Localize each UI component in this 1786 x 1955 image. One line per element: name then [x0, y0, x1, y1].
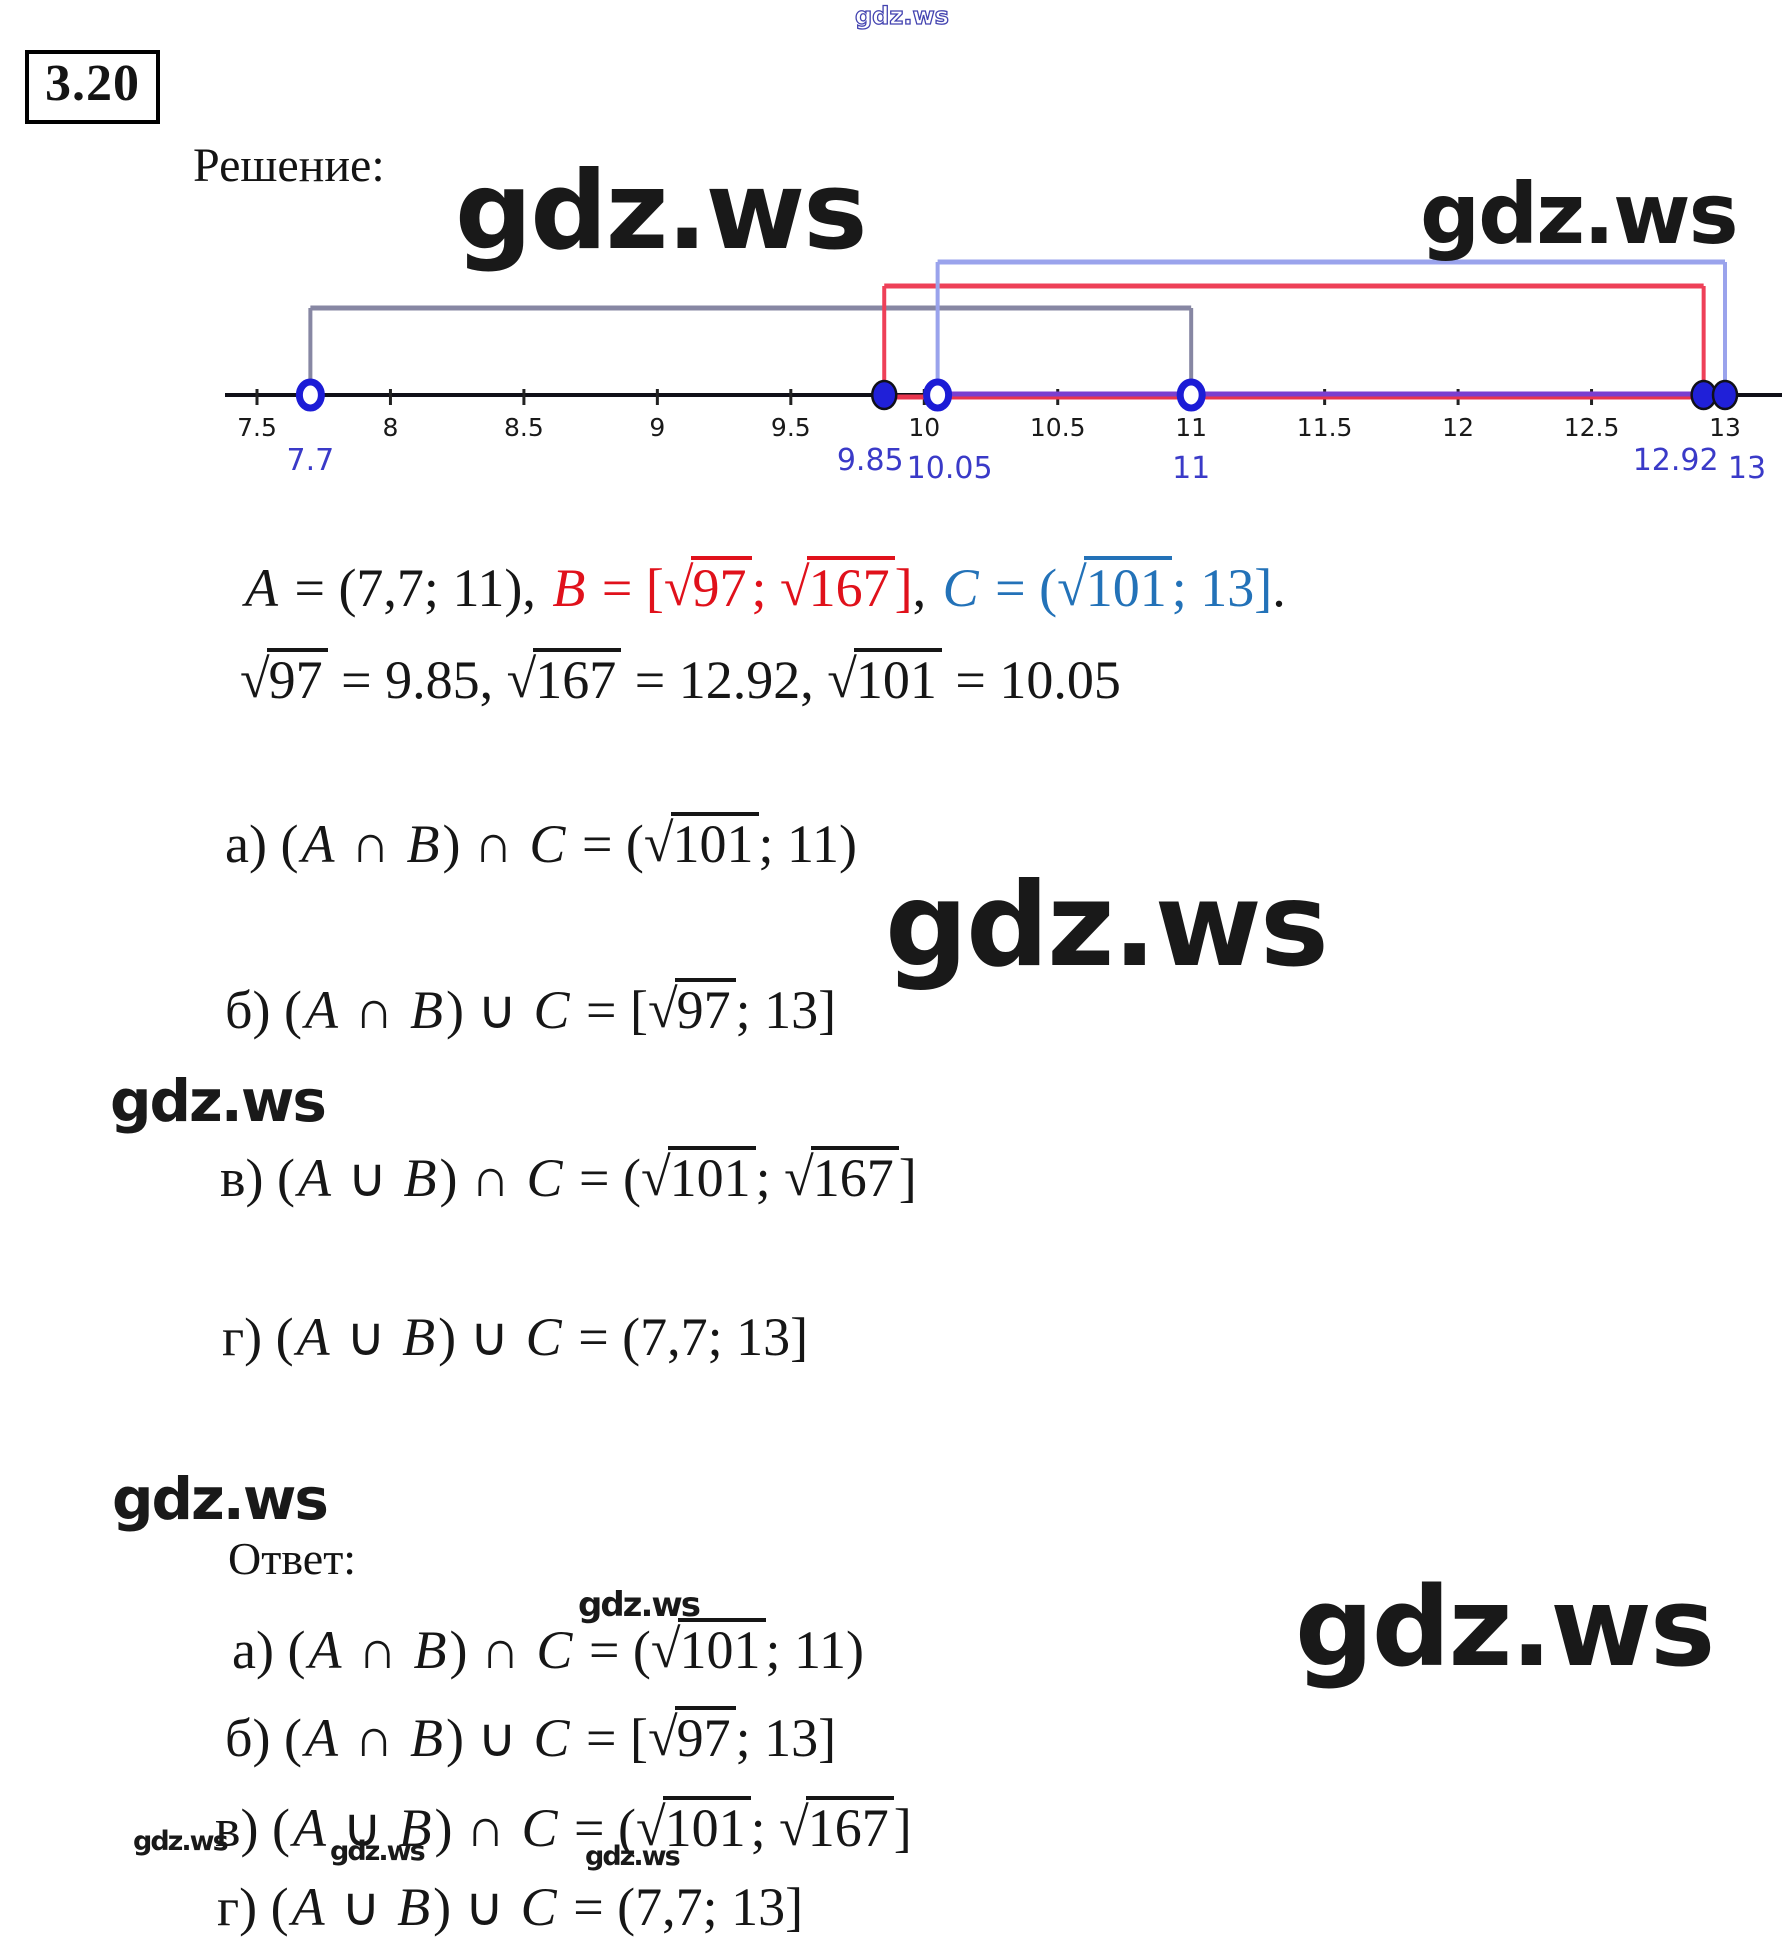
sqrt-expression: √101	[827, 648, 942, 710]
equation-definitions: A = (7,7; 11), B = [√97; √167], C = (√10…	[245, 556, 1286, 618]
sqrt-expression: √167	[507, 648, 622, 710]
tick-label: 10.5	[1030, 413, 1086, 442]
watermark: gdz.ws	[1295, 1563, 1715, 1691]
tick-label: 10	[908, 413, 940, 442]
open-endpoint	[923, 378, 953, 412]
answer-item-b: б) (A ∩ B) ∪ C = [√97; 13]	[225, 1706, 837, 1768]
tick-label: 11	[1175, 413, 1207, 442]
watermark: gdz.ws	[110, 1067, 327, 1135]
answer-heading: Ответ:	[228, 1533, 357, 1584]
watermark: gdz.ws	[455, 149, 868, 274]
sqrt-expression: √97	[648, 1706, 736, 1768]
watermark: gdz.ws	[585, 1841, 681, 1872]
solution-item-v: в) (A ∪ B) ∩ C = (√101; √167]	[220, 1146, 917, 1208]
sqrt-expression: √167	[784, 1146, 899, 1208]
solution-item-b: б) (A ∩ B) ∪ C = [√97; 13]	[225, 978, 837, 1040]
sqrt-expression: √97	[648, 978, 736, 1040]
number-line: 7.5 8 8.5 9 9.5 10 10.5 11 11.5 12 12.5 13 7.7 9.85 10…	[225, 259, 1782, 486]
point-label: 13	[1728, 451, 1766, 486]
equation-approximations: √97 = 9.85, √167 = 12.92, √101 = 10.05	[240, 648, 1121, 710]
tick-label: 13	[1709, 413, 1741, 442]
tick-label: 9.5	[771, 413, 811, 442]
sqrt-expression: √97	[664, 556, 752, 618]
tick-label: 12	[1442, 413, 1474, 442]
tick-label: 8	[383, 413, 399, 442]
watermark: gdz.ws	[578, 1585, 701, 1625]
tick-label: 8.5	[504, 413, 544, 442]
solution-item-a: а) (A ∩ B) ∩ C = (√101; 11)	[225, 812, 858, 874]
open-endpoint	[295, 378, 325, 412]
point-label: 9.85	[837, 443, 904, 478]
answer-item-v: в) (A ∪ B) ∩ C = (√101; √167]	[215, 1796, 912, 1858]
sqrt-expression: √101	[1057, 556, 1172, 618]
solution-item-g: г) (A ∪ B) ∪ C = (7,7; 13]	[222, 1307, 809, 1367]
sqrt-expression: √101	[636, 1796, 751, 1858]
tick-label: 9	[649, 413, 665, 442]
sqrt-expression: √97	[240, 648, 328, 710]
problem-number: 3.20	[25, 50, 160, 124]
answer-item-g: г) (A ∪ B) ∪ C = (7,7; 13]	[217, 1877, 804, 1937]
sqrt-expression: √167	[780, 556, 895, 618]
watermark: gdz.ws	[1420, 165, 1739, 263]
watermark: gdz.ws	[133, 1826, 229, 1857]
tick-label: 7.5	[237, 413, 277, 442]
watermark: gdz.ws	[330, 1836, 426, 1867]
closed-endpoint	[870, 379, 898, 411]
open-endpoint	[1176, 378, 1206, 412]
sqrt-expression: √101	[651, 1618, 766, 1680]
sqrt-expression: √101	[641, 1146, 756, 1208]
point-label: 12.92	[1633, 443, 1719, 478]
point-label: 10.05	[907, 451, 993, 486]
sqrt-expression: √167	[779, 1796, 894, 1858]
tick-label: 11.5	[1297, 413, 1353, 442]
sqrt-expression: √101	[644, 812, 759, 874]
watermark: gdz.ws	[885, 858, 1329, 993]
closed-endpoint	[1711, 379, 1739, 411]
watermark: gdz.ws	[112, 1465, 329, 1533]
answer-item-a: а) (A ∩ B) ∩ C = (√101; 11)	[232, 1618, 865, 1680]
watermark: gdz.ws	[854, 2, 949, 30]
solution-heading: Решение:	[193, 139, 385, 192]
point-label: 7.7	[287, 443, 335, 478]
tick-label: 12.5	[1564, 413, 1620, 442]
point-label: 11	[1172, 451, 1210, 486]
